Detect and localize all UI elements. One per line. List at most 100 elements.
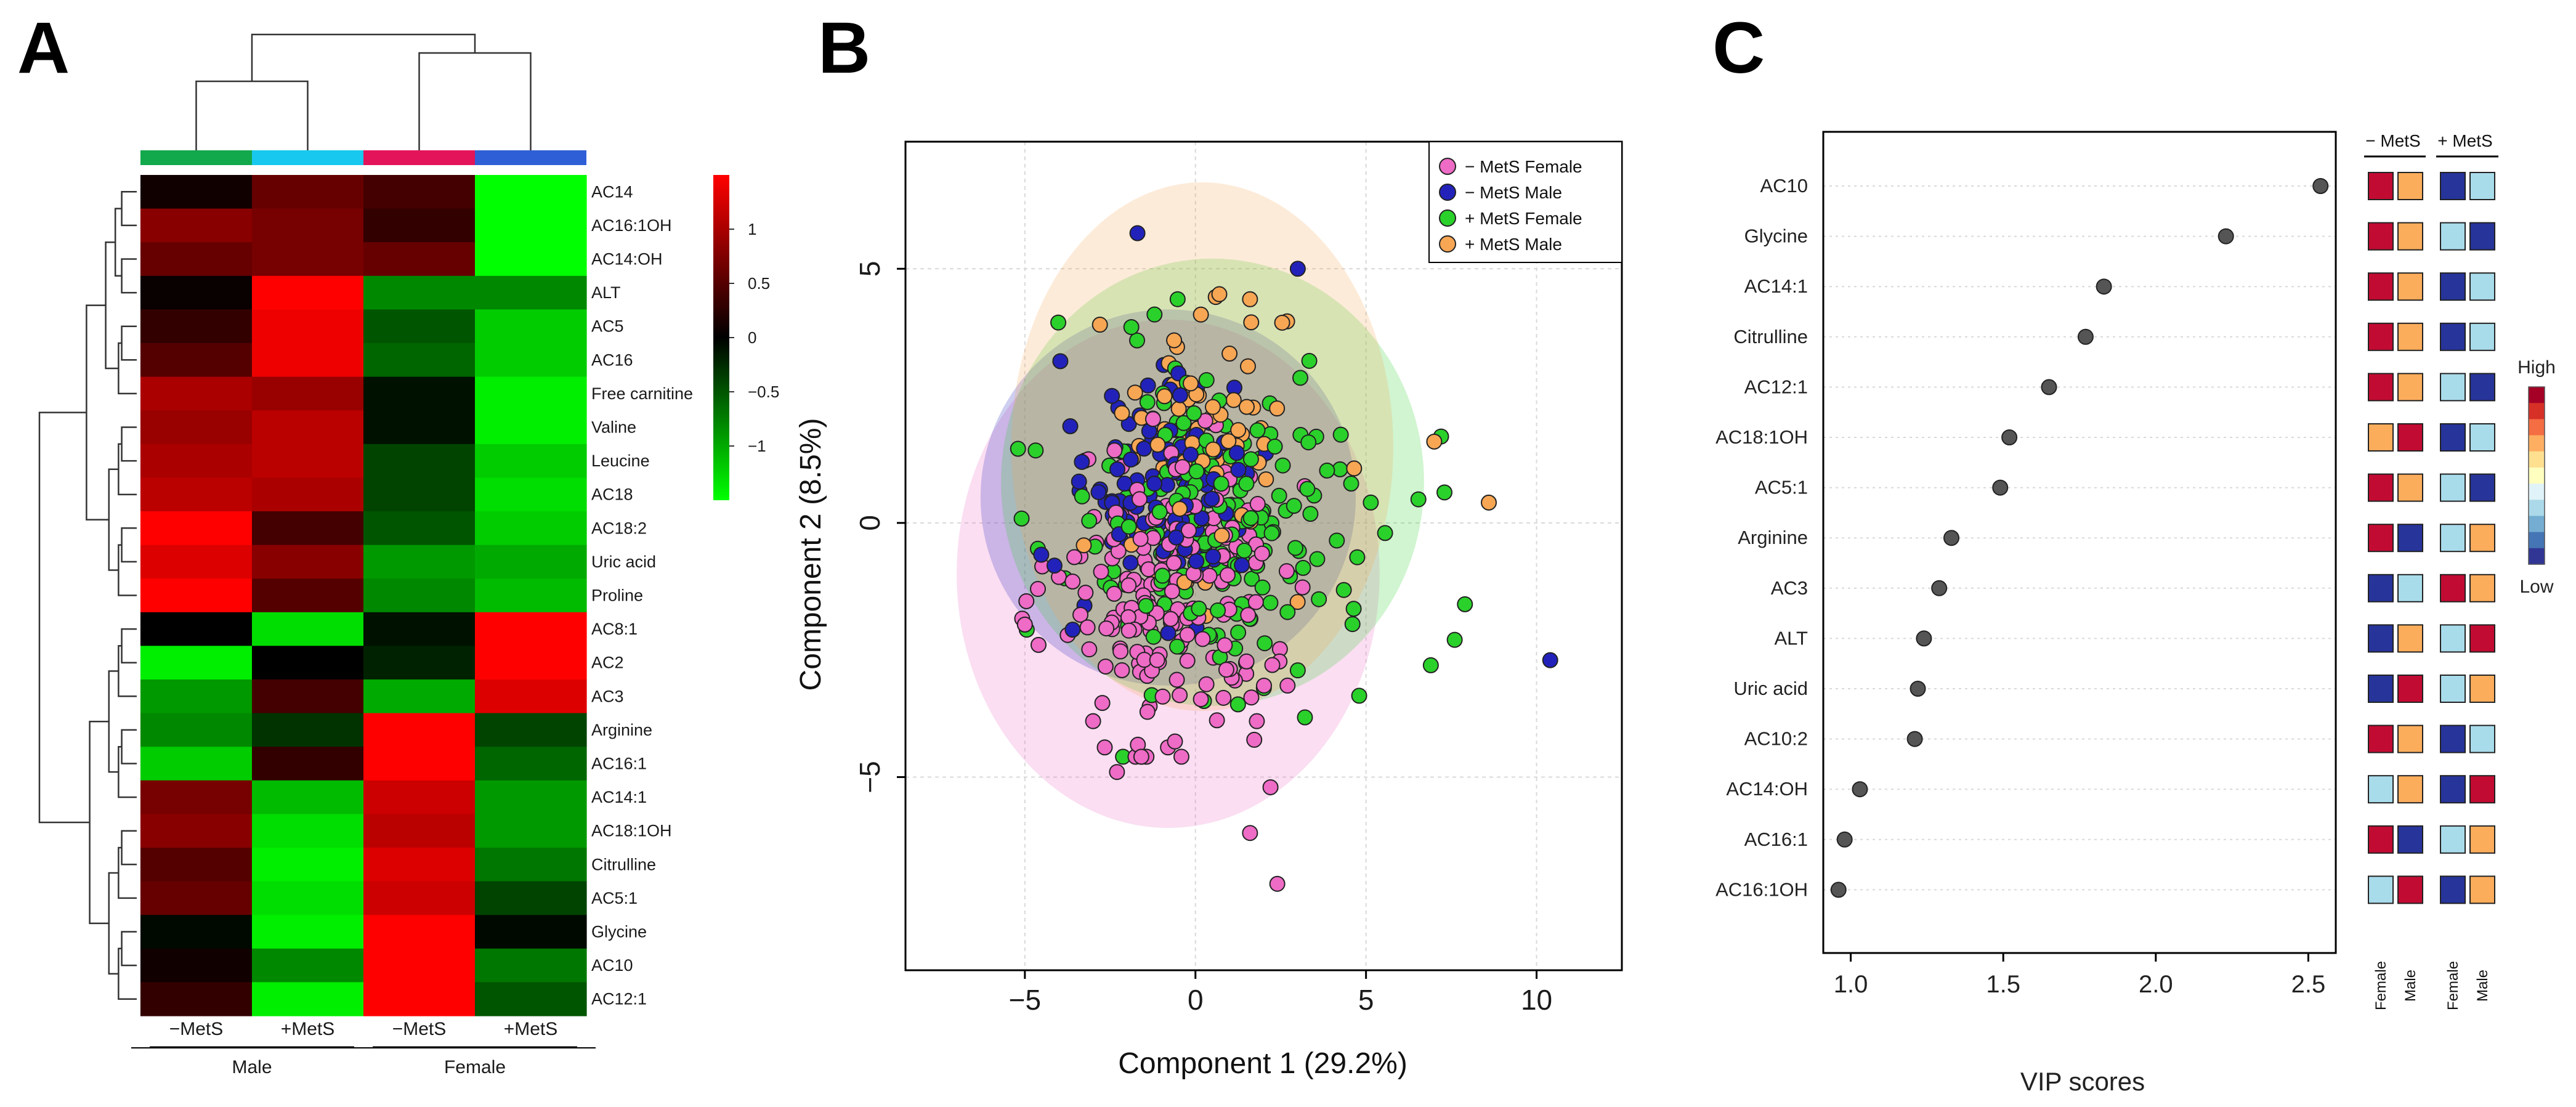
heatmap-cell xyxy=(363,376,476,411)
heatmap-cell xyxy=(363,915,476,949)
heatmap-color-key: 1 0.5 0 −0.5 −1 xyxy=(713,175,779,500)
vip-category-label: AC16:1OH xyxy=(1715,878,1808,900)
vip-key-segment xyxy=(2529,419,2545,436)
vip-level-tile xyxy=(2440,825,2466,854)
heatmap-cell xyxy=(363,646,476,680)
pca-point xyxy=(1446,631,1463,648)
heatmap-key-bar xyxy=(713,175,729,500)
vip-level-tile xyxy=(2397,172,2423,200)
heatmap-cell xyxy=(252,343,364,378)
pca-point xyxy=(1179,652,1196,669)
pca-point xyxy=(1457,596,1473,612)
heatmap-cell xyxy=(363,410,476,445)
heatmap-cell xyxy=(475,175,587,209)
pca-point xyxy=(1097,658,1114,675)
pca-point xyxy=(1144,411,1161,428)
pca-point xyxy=(1279,677,1296,694)
pca-point xyxy=(1422,657,1439,673)
vip-gridlines xyxy=(1823,185,2336,891)
vip-group-level-tiles: − MetS + MetS Female Male Female Male xyxy=(2364,131,2498,1010)
heatmap-row-label: Uric acid xyxy=(591,553,656,571)
heatmap-row-label: AC5 xyxy=(591,317,624,336)
vip-level-tile xyxy=(2368,222,2394,251)
pca-point xyxy=(1274,314,1290,331)
pca-legend-box xyxy=(1428,141,1622,263)
pca-point xyxy=(1349,549,1366,566)
pca-point xyxy=(1112,643,1129,660)
heatmap-cell xyxy=(363,309,476,344)
pca-point xyxy=(1210,602,1226,618)
pca-point xyxy=(1209,712,1225,729)
pca-point xyxy=(1292,370,1308,386)
pca-point xyxy=(1243,314,1260,331)
heatmap-row-label: Citrulline xyxy=(591,855,656,874)
heatmap-cell xyxy=(475,646,587,680)
pca-point xyxy=(1030,581,1047,598)
pca-point xyxy=(1129,332,1146,349)
pca-axes: −5 0 5 10 −5 0 5 xyxy=(854,261,1552,1016)
pca-point xyxy=(1246,731,1263,748)
row-dendrogram xyxy=(38,191,137,1000)
heatmap-cell xyxy=(252,275,364,310)
vip-category-label: Glycine xyxy=(1744,225,1808,247)
pca-point xyxy=(1149,436,1166,453)
heatmap-cell xyxy=(140,477,253,512)
pca-point xyxy=(1090,484,1107,500)
pca-point xyxy=(1109,764,1125,781)
heatmap-group-label: Female xyxy=(444,1057,506,1077)
heatmap-cell xyxy=(363,242,476,277)
pca-point xyxy=(1254,545,1270,562)
heatmap-cell xyxy=(475,410,587,445)
heatmap-row-label: AC3 xyxy=(591,687,624,705)
pca-point xyxy=(1256,677,1273,694)
pca-point xyxy=(1183,375,1199,392)
heatmap-cell xyxy=(140,747,253,781)
pca-point xyxy=(1262,779,1279,795)
vip-level-tile xyxy=(2397,574,2423,602)
pca-point xyxy=(1319,462,1335,479)
vip-level-tile xyxy=(2397,624,2423,653)
vip-point xyxy=(1906,731,1923,747)
heatmap-cell xyxy=(252,309,364,344)
pca-y-tick-label: 0 xyxy=(854,515,886,531)
vip-level-tile xyxy=(2440,624,2466,653)
heatmap-cell xyxy=(252,444,364,478)
vip-column-label: Male xyxy=(2474,970,2491,1002)
heatmap-cell xyxy=(140,948,253,983)
heatmap-cell xyxy=(140,814,253,848)
pca-legend-swatch xyxy=(1439,235,1456,253)
pca-point xyxy=(1062,418,1079,434)
heatmap-cell xyxy=(475,208,587,243)
pca-point xyxy=(1182,446,1199,463)
pca-point xyxy=(1168,529,1185,546)
vip-key-high-label: High xyxy=(2517,357,2556,378)
pca-point xyxy=(1205,441,1221,458)
vip-x-tick-label: 2.0 xyxy=(2139,971,2173,998)
vip-column-label: Female xyxy=(2373,961,2389,1010)
vip-level-tile xyxy=(2469,272,2495,301)
vip-level-tile xyxy=(2440,222,2466,251)
pca-point xyxy=(1343,476,1359,492)
vip-level-tile xyxy=(2440,524,2466,553)
heatmap-cell xyxy=(140,982,253,1016)
vip-level-tile xyxy=(2368,775,2394,804)
pca-x-tick-label: 5 xyxy=(1358,984,1374,1016)
pca-points xyxy=(1010,225,1558,892)
heatmap-cell xyxy=(475,948,587,983)
heatmap-row-label: ALT xyxy=(591,283,621,302)
heatmap-cell xyxy=(475,477,587,512)
heatmap-cell xyxy=(363,679,476,714)
pca-point xyxy=(1230,422,1247,439)
vip-category-label: Uric acid xyxy=(1733,678,1808,699)
pca-point xyxy=(1075,537,1092,554)
heatmap-cell xyxy=(363,948,476,983)
pca-point xyxy=(1271,487,1287,504)
vip-level-tile xyxy=(2440,775,2466,804)
vip-level-tile xyxy=(2469,524,2495,553)
heatmap-cell xyxy=(363,511,476,546)
vip-plot-frame xyxy=(1822,131,2337,954)
vip-category-label: AC18:1OH xyxy=(1715,426,1808,448)
vip-group-header: − MetS xyxy=(2365,131,2420,150)
pca-point xyxy=(1302,506,1319,522)
pca-point xyxy=(1151,503,1168,520)
